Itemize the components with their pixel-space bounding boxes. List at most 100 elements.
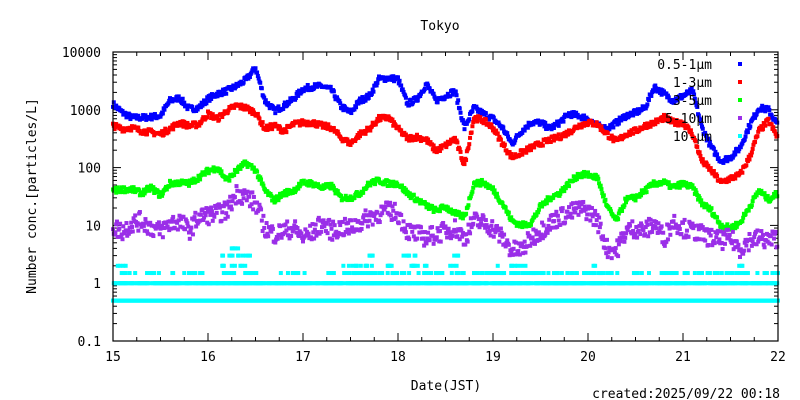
point-10-um (261, 281, 266, 286)
point-10-um (370, 253, 375, 258)
point-3-5um (198, 177, 203, 182)
point-3-5um (259, 177, 264, 182)
point-5-10um (383, 204, 388, 209)
point-10-um (123, 263, 128, 268)
point-1-3um (605, 131, 610, 136)
point-5-10um (354, 228, 359, 233)
point-1-3um (209, 115, 214, 120)
point-3-5um (749, 203, 754, 208)
point-5-10um (450, 233, 455, 238)
point-3-5um (205, 166, 210, 171)
point-10-um (118, 263, 123, 268)
point-3-5um (206, 171, 211, 176)
point-0-5-1um (289, 99, 294, 104)
point-5-10um (120, 237, 125, 242)
point-3-5um (238, 166, 243, 171)
point-3-5um (639, 193, 644, 198)
point-5-10um (131, 216, 136, 221)
point-5-10um (714, 235, 719, 240)
point-3-5um (775, 194, 780, 199)
point-3-5um (773, 190, 778, 195)
point-0-5-1um (374, 83, 379, 88)
point-5-10um (602, 237, 607, 242)
point-10-um (521, 281, 526, 286)
point-5-10um (521, 244, 526, 249)
point-10-um (424, 263, 429, 268)
point-5-10um (710, 243, 715, 248)
point-3-5um (697, 195, 702, 200)
point-1-3um (693, 139, 698, 144)
point-5-10um (589, 206, 594, 211)
point-3-5um (327, 181, 332, 186)
point-10-um (347, 271, 352, 276)
point-5-10um (361, 215, 366, 220)
point-10-um (223, 281, 228, 286)
point-3-5um (285, 191, 290, 196)
point-3-5um (464, 211, 469, 216)
point-1-3um (221, 111, 226, 116)
point-5-10um (750, 239, 755, 244)
point-10-um (472, 271, 477, 276)
point-0-5-1um (692, 96, 697, 101)
x-tick-label: 17 (295, 350, 311, 365)
point-0-5-1um (501, 125, 506, 130)
point-1-3um (749, 150, 754, 155)
point-5-10um (135, 221, 140, 226)
point-3-5um (624, 200, 628, 205)
point-0-5-1um (431, 91, 436, 96)
point-1-3um (594, 120, 599, 125)
point-10-um (401, 253, 406, 258)
point-10-um (413, 253, 418, 258)
point-10-um (148, 281, 153, 286)
point-5-10um (546, 223, 551, 228)
point-5-10um (605, 237, 609, 242)
point-5-10um (635, 235, 640, 240)
x-axis-label: Date(JST) (411, 379, 481, 394)
point-0-5-1um (522, 128, 527, 133)
point-1-3um (336, 132, 341, 137)
point-3-5um (227, 178, 232, 183)
point-5-10um (551, 219, 556, 224)
point-5-10um (392, 201, 397, 206)
point-1-3um (363, 131, 368, 136)
point-5-10um (703, 238, 708, 243)
point-5-10um (528, 243, 533, 248)
point-3-5um (160, 193, 165, 198)
point-3-5um (258, 175, 263, 180)
point-5-10um (311, 230, 316, 235)
point-10-um (402, 271, 407, 276)
point-5-10um (762, 245, 767, 250)
point-1-3um (335, 129, 340, 134)
point-5-10um (492, 228, 497, 233)
point-3-5um (373, 178, 378, 183)
point-0-5-1um (620, 116, 625, 121)
point-5-10um (533, 228, 538, 233)
point-0-5-1um (255, 73, 260, 78)
point-5-10um (720, 247, 725, 252)
point-5-10um (482, 223, 487, 228)
point-0-5-1um (152, 112, 157, 117)
point-0-5-1um (619, 118, 624, 123)
point-5-10um (558, 222, 563, 227)
point-3-5um (495, 195, 500, 200)
point-5-10um (690, 221, 695, 226)
point-5-10um (363, 208, 368, 213)
point-5-10um (278, 224, 283, 229)
point-5-10um (475, 214, 480, 219)
point-5-10um (322, 224, 327, 229)
point-5-10um (534, 232, 539, 237)
point-5-10um (285, 219, 290, 224)
point-5-10um (364, 213, 369, 218)
point-0-5-1um (407, 103, 412, 108)
x-tick-label: 15 (105, 350, 121, 365)
point-5-10um (276, 232, 281, 237)
point-10-um (529, 281, 533, 286)
point-0-5-1um (173, 97, 178, 102)
point-10-um (247, 253, 252, 258)
point-5-10um (483, 225, 488, 230)
point-1-3um (468, 135, 473, 140)
point-0-5-1um (675, 98, 680, 103)
point-10-um (416, 271, 421, 276)
point-5-10um (260, 229, 265, 234)
point-10-um (278, 271, 283, 276)
